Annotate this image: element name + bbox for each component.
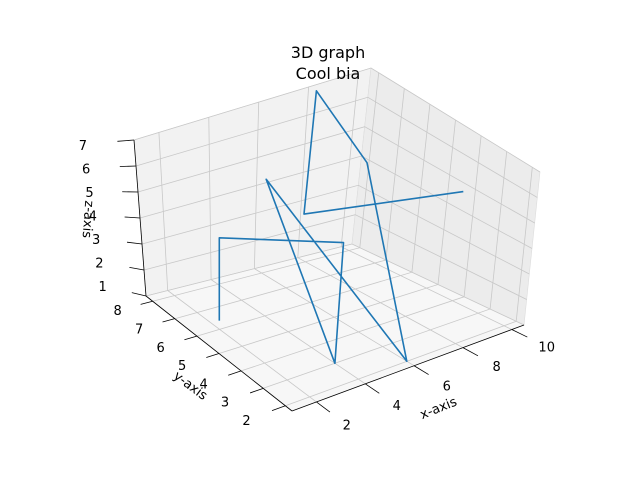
y-tick-mark [250, 388, 263, 393]
y-tick-mark [184, 336, 196, 340]
z-tick-mark [129, 267, 144, 270]
x-tick-label: 2 [343, 419, 351, 434]
y-tick-mark [228, 371, 241, 375]
y-tick-label: 3 [221, 396, 229, 411]
y-tick-mark [206, 354, 219, 358]
z-tick-mark [132, 293, 146, 296]
x-tick-mark [316, 402, 330, 412]
z-tick-label: 7 [79, 139, 87, 154]
x-tick-mark [365, 384, 379, 393]
x-tick-label: 8 [493, 360, 501, 375]
x-tick-label: 10 [538, 341, 555, 356]
z-tick-mark [127, 242, 142, 244]
y-axis-label: y-axis [170, 369, 210, 404]
z-tick-label: 6 [82, 163, 90, 178]
x-tick-label: 6 [443, 380, 451, 395]
y-tick-label: 8 [114, 304, 122, 319]
chart-subtitle: Cool bia [296, 64, 361, 83]
x-tick-label: 4 [393, 399, 401, 414]
z-tick-label: 2 [95, 256, 103, 271]
z-tick-label: 1 [98, 280, 106, 295]
y-tick-mark [272, 406, 285, 411]
z-axis-label: z-axis [79, 200, 97, 239]
z-tick-mark [125, 217, 140, 218]
z-tick-mark [117, 140, 134, 141]
z-tick-mark [120, 166, 136, 167]
y-tick-label: 2 [242, 414, 250, 429]
x-axis-label: x-axis [418, 395, 459, 423]
x-tick-mark [463, 348, 478, 356]
y-tick-label: 6 [157, 341, 165, 356]
z-tick-label: 5 [85, 186, 93, 201]
x-tick-mark [512, 330, 528, 338]
y-tick-mark [141, 301, 153, 304]
y-tick-mark [163, 319, 175, 322]
y-tick-label: 7 [135, 323, 143, 338]
chart-title: 3D graph [291, 43, 365, 62]
x-tick-mark [414, 366, 429, 375]
